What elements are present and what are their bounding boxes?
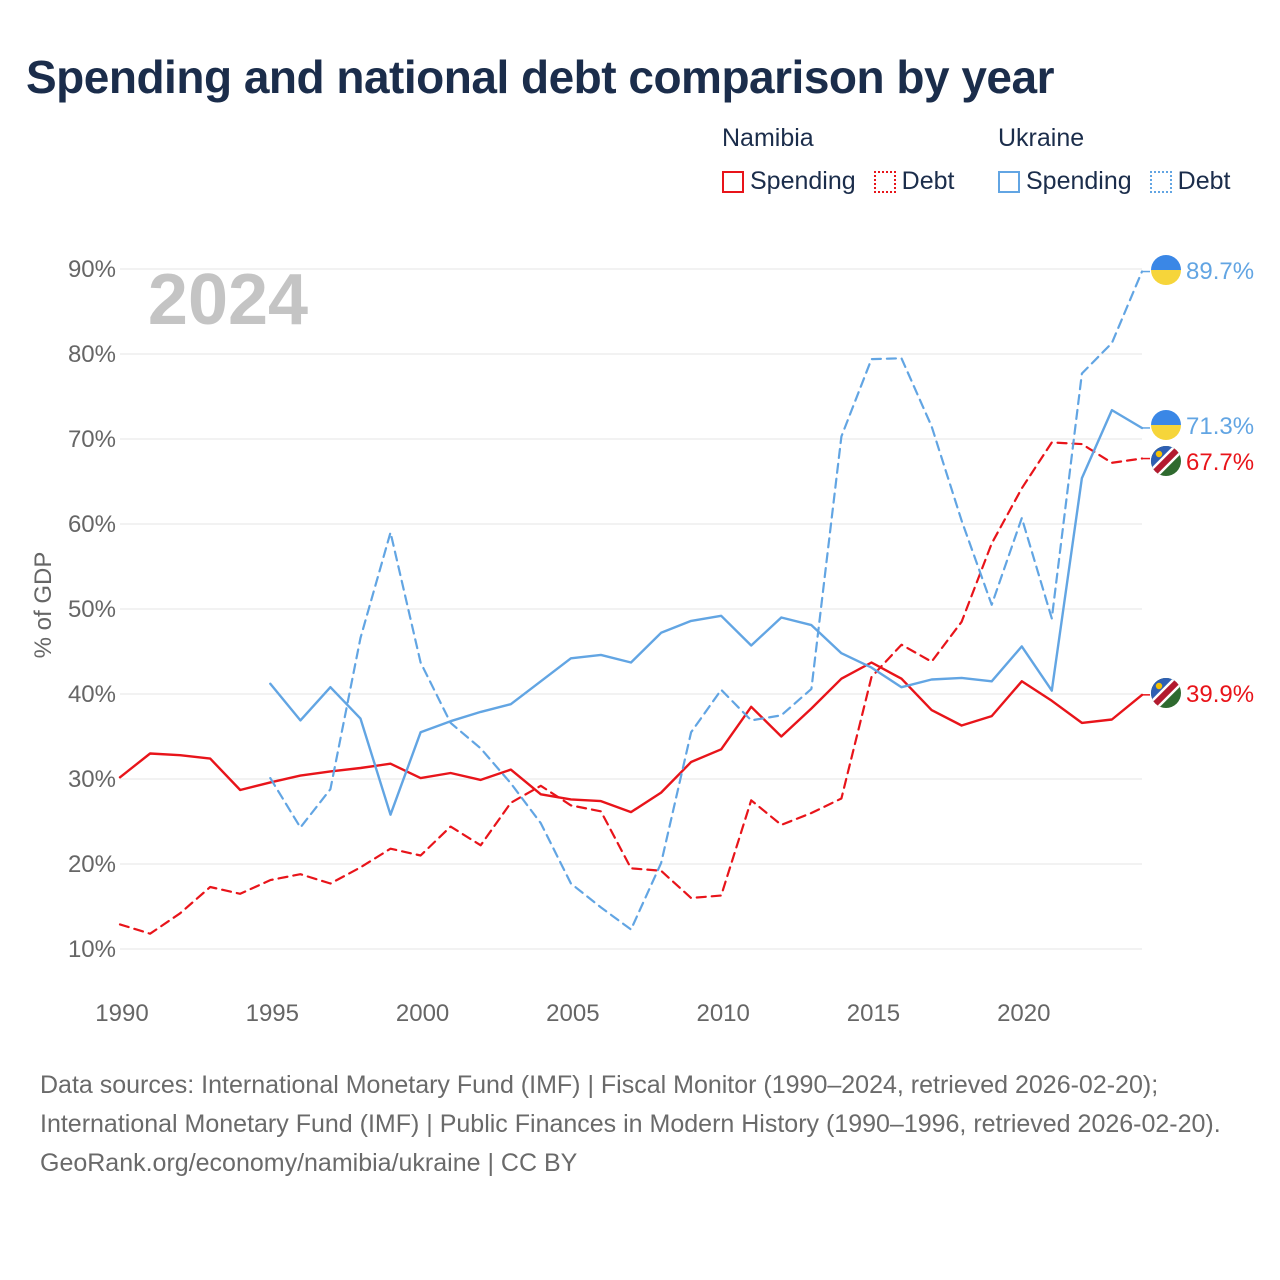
legend-label: Spending xyxy=(750,167,856,195)
legend-group-namibia: Namibia Spending Debt xyxy=(722,124,954,196)
end-label-ukraine-spending: 71.3% xyxy=(1186,413,1254,440)
legend-item-namibia-spending[interactable]: Spending xyxy=(722,167,856,196)
x-tick-label: 2020 xyxy=(997,1000,1050,1027)
y-tick-label: 50% xyxy=(68,596,116,623)
legend-group-ukraine: Ukraine Spending Debt xyxy=(998,124,1230,196)
source-credit: GeoRank.org/economy/namibia/ukraine | CC… xyxy=(40,1149,578,1177)
y-tick-label: 40% xyxy=(68,681,116,708)
footer: Data sources: International Monetary Fun… xyxy=(40,1066,1240,1183)
legend-swatch-solid xyxy=(722,170,744,193)
grid-lines xyxy=(120,268,1142,950)
series-line-ukraine-debt xyxy=(269,270,1144,931)
y-tick-label: 80% xyxy=(68,341,116,368)
legend-group-name: Namibia xyxy=(722,124,814,152)
chart-title: Spending and national debt comparison by… xyxy=(26,51,1055,103)
legend-swatch-solid xyxy=(998,170,1020,193)
end-label-namibia-debt: 67.7% xyxy=(1186,449,1254,476)
y-tick-label: 10% xyxy=(68,936,116,963)
series-line-namibia-spending xyxy=(118,661,1144,814)
y-axis-label: % of GDP xyxy=(30,552,57,659)
namibia-flag-icon xyxy=(1151,678,1181,708)
legend-label: Debt xyxy=(1177,167,1231,195)
legend-item-ukraine-spending[interactable]: Spending xyxy=(998,167,1132,196)
legend-item-ukraine-debt[interactable]: Debt xyxy=(1149,167,1231,196)
end-label-namibia-spending: 39.9% xyxy=(1186,681,1254,708)
end-label-ukraine-debt: 89.7% xyxy=(1186,258,1254,285)
y-tick-label: 90% xyxy=(68,256,116,283)
y-tick-label: 20% xyxy=(68,851,116,878)
legend-label: Spending xyxy=(1026,167,1132,195)
x-tick-label: 1990 xyxy=(95,1000,148,1027)
y-tick-label: 60% xyxy=(68,511,116,538)
series-line-ukraine-spending xyxy=(269,408,1144,816)
x-tick-label: 2005 xyxy=(546,1000,599,1027)
x-tick-label: 1995 xyxy=(246,1000,299,1027)
legend-swatch-dotted xyxy=(873,170,896,193)
x-tick-label: 2000 xyxy=(396,1000,449,1027)
y-axis: 10% 20% 30% 40% 50% 60% 70% 80% 90% xyxy=(68,256,116,963)
ukraine-flag-icon xyxy=(1151,255,1181,285)
x-tick-label: 2015 xyxy=(847,1000,900,1027)
y-tick-label: 70% xyxy=(68,426,116,453)
namibia-flag-icon xyxy=(1151,446,1181,476)
series-line-namibia-debt xyxy=(118,441,1144,935)
legend-label: Debt xyxy=(901,167,955,195)
y-tick-label: 30% xyxy=(68,766,116,793)
x-tick-label: 2010 xyxy=(696,1000,749,1027)
data-sources: Data sources: International Monetary Fun… xyxy=(40,1071,1221,1138)
series-lines xyxy=(118,270,1150,935)
line-chart: 10% 20% 30% 40% 50% 60% 70% 80% 90% 1990 1995 2000… xyxy=(30,255,1254,1027)
legend-swatch-dotted xyxy=(1149,170,1172,193)
x-axis: 1990 1995 2000 2005 2010 2015 2020 xyxy=(95,1000,1050,1027)
legend-item-namibia-debt[interactable]: Debt xyxy=(873,167,955,196)
legend-group-name: Ukraine xyxy=(998,124,1085,152)
ukraine-flag-icon xyxy=(1151,410,1181,440)
year-watermark: 2024 xyxy=(148,260,308,340)
